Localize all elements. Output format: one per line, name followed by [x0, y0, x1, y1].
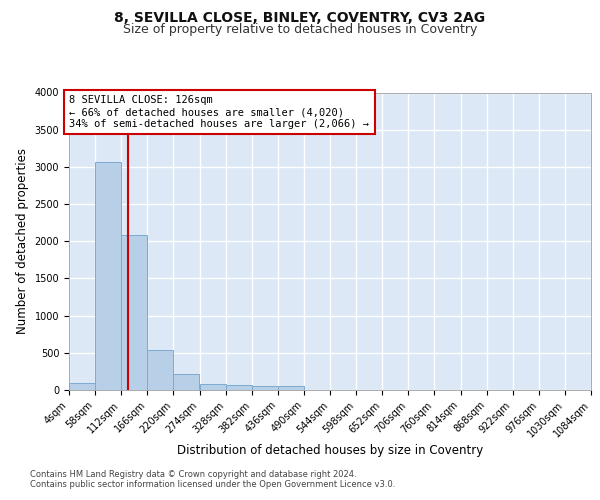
- Bar: [121, 236, 148, 390]
- Text: Size of property relative to detached houses in Coventry: Size of property relative to detached ho…: [123, 24, 477, 36]
- Bar: [148, 350, 173, 390]
- Bar: [95, 162, 121, 390]
- Bar: [226, 385, 252, 390]
- Text: 8, SEVILLA CLOSE, BINLEY, COVENTRY, CV3 2AG: 8, SEVILLA CLOSE, BINLEY, COVENTRY, CV3 …: [115, 11, 485, 25]
- Text: Contains HM Land Registry data © Crown copyright and database right 2024.: Contains HM Land Registry data © Crown c…: [30, 470, 356, 479]
- Bar: [173, 374, 199, 390]
- Bar: [278, 386, 304, 390]
- Bar: [252, 386, 278, 390]
- Bar: [69, 382, 95, 390]
- Text: Contains public sector information licensed under the Open Government Licence v3: Contains public sector information licen…: [30, 480, 395, 489]
- X-axis label: Distribution of detached houses by size in Coventry: Distribution of detached houses by size …: [177, 444, 483, 458]
- Y-axis label: Number of detached properties: Number of detached properties: [16, 148, 29, 334]
- Bar: [199, 384, 226, 390]
- Text: 8 SEVILLA CLOSE: 126sqm
← 66% of detached houses are smaller (4,020)
34% of semi: 8 SEVILLA CLOSE: 126sqm ← 66% of detache…: [70, 96, 370, 128]
